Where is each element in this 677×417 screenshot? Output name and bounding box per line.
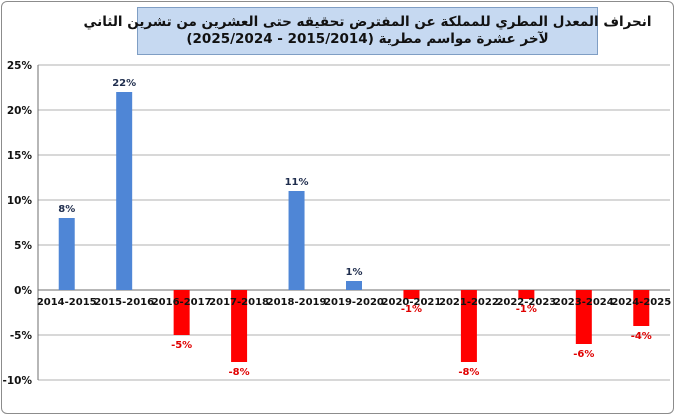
bar-2024-2025	[633, 290, 650, 326]
chart-title: انحراف المعدل المطري للمملكة عن المفترض …	[83, 14, 652, 30]
bar-2021-2022	[460, 290, 477, 362]
y-tick-label: 20%	[7, 105, 33, 117]
chart-title-box: انحراف المعدل المطري للمملكة عن المفترض …	[84, 7, 651, 55]
category-label: 2024-2025	[611, 297, 671, 308]
category-label: 2015-2016	[94, 297, 154, 308]
data-label: -6%	[573, 349, 594, 360]
data-label: -8%	[229, 367, 250, 378]
data-labels: 8% 22% -5% -8% 11% 1% -1% -8% -1% -6% -4%	[58, 78, 652, 378]
category-label: 2014-2015	[37, 297, 97, 308]
y-tick-label: 5%	[14, 240, 32, 252]
data-label: 11%	[285, 177, 309, 188]
data-label: 1%	[346, 267, 363, 278]
y-axis-ticks: -10% -5% 0% 5% 10% 15% 20% 25%	[3, 60, 33, 387]
category-label: 2018-2019	[267, 297, 327, 308]
y-tick-label: 15%	[7, 150, 33, 162]
bar-2019-2020	[346, 281, 362, 290]
category-label: 2021-2022	[439, 297, 499, 308]
bars	[58, 92, 650, 362]
category-label: 2017-2018	[209, 297, 269, 308]
bar-2022-2023	[518, 290, 535, 299]
category-label: 2022-2023	[496, 297, 556, 308]
bar-2014-2015	[58, 218, 75, 290]
y-tick-label: 10%	[7, 195, 33, 207]
bar-2016-2017	[173, 290, 190, 335]
grid-lines	[37, 64, 670, 381]
y-tick-label: 25%	[7, 60, 33, 72]
y-tick-label: -5%	[10, 330, 33, 342]
category-labels: 2014-20152015-20162016-20172017-20182018…	[37, 297, 671, 308]
data-label: -8%	[458, 367, 479, 378]
data-label: -1%	[516, 304, 537, 315]
category-label: 2020-2021	[382, 297, 442, 308]
data-label: 8%	[58, 204, 75, 215]
bar-2020-2021	[403, 290, 420, 299]
data-label: -1%	[401, 304, 422, 315]
data-label: 22%	[112, 78, 136, 89]
y-tick-label: -10%	[3, 375, 33, 387]
bar-2015-2016	[116, 92, 133, 290]
category-label: 2019-2020	[324, 297, 384, 308]
data-label: -5%	[171, 340, 192, 351]
bar-2018-2019	[288, 191, 305, 290]
bar-2017-2018	[231, 290, 248, 362]
category-label: 2023-2024	[554, 297, 614, 308]
y-tick-label: 0%	[14, 285, 32, 297]
category-label: 2016-2017	[152, 297, 212, 308]
data-label: -4%	[631, 331, 652, 342]
bar-2023-2024	[575, 290, 592, 344]
chart-subtitle: لآخر عشرة مواسم مطرية (2015/2014 - 2025/…	[186, 31, 549, 47]
